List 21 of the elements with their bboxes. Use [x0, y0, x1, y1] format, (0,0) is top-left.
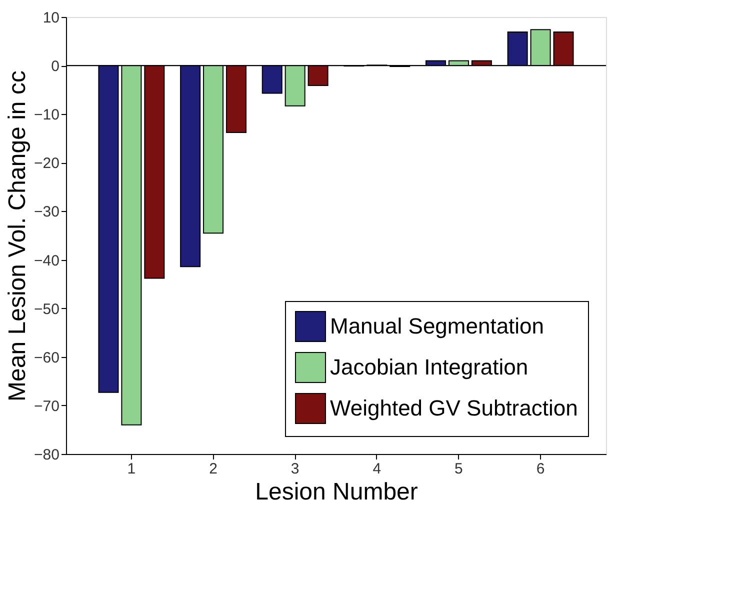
- y-axis-title: Mean Lesion Vol. Change in cc: [4, 70, 32, 402]
- x-tick-label: 4: [372, 460, 382, 478]
- y-tick-label: −80: [34, 446, 60, 464]
- legend-label: Jacobian Integration: [330, 354, 528, 380]
- y-tick-label: 10: [42, 10, 60, 26]
- legend-label: Weighted GV Subtraction: [330, 396, 578, 420]
- legend-label: Manual Segmentation: [330, 314, 544, 338]
- x-tick-label: 5: [454, 460, 463, 478]
- y-tick-label: −20: [34, 155, 60, 172]
- y-tick-label: −10: [34, 106, 60, 124]
- x-tick-label: 2: [209, 460, 218, 478]
- y-tick-label: 0: [51, 58, 60, 76]
- y-tick-label: −60: [34, 349, 60, 366]
- x-tick-label: 6: [536, 460, 545, 478]
- y-tick-label: −30: [34, 204, 60, 221]
- y-tick-label: −70: [34, 398, 60, 415]
- y-tick-label: −40: [34, 252, 60, 270]
- x-axis-title: Lesion Number: [255, 478, 418, 506]
- x-tick-label: 3: [290, 460, 300, 478]
- x-tick-label: 1: [127, 460, 136, 478]
- y-tick-label: −50: [34, 300, 60, 318]
